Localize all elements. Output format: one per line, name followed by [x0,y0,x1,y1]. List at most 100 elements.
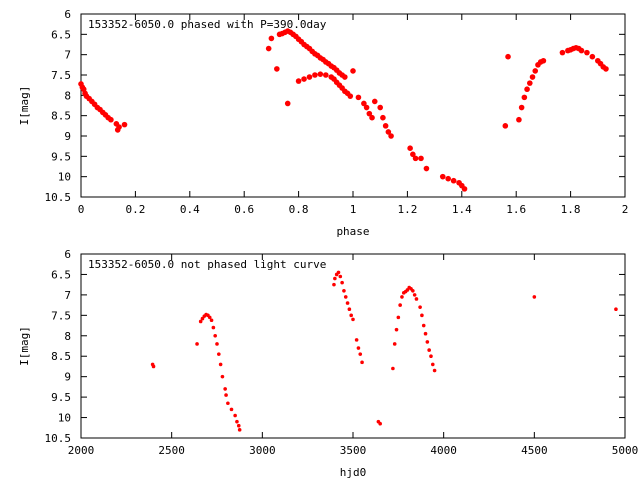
unphased-y-tick-label: 6 [64,248,71,261]
unphased-data-point [360,360,364,365]
phased-y-tick-label: 10.5 [45,191,72,204]
unphased-data-point [220,374,225,379]
unphased-data-point [209,318,214,323]
unphased-plot-x-axis-label: hjd0 [340,466,367,479]
unphased-data-point [211,325,216,330]
phased-data-point [388,133,394,139]
unphased-y-tick-label: 8.5 [51,350,71,363]
unphased-data-point [378,421,383,426]
phased-y-tick-label: 6.5 [51,28,71,41]
unphased-x-tick-label: 4000 [430,444,457,457]
phased-x-tick-label: 0 [78,203,85,216]
phased-x-tick-label: 0.4 [180,203,200,216]
phased-y-tick-label: 10 [58,171,71,184]
phased-data-point [323,72,329,78]
phased-data-point [521,94,528,101]
unphased-data-point [429,354,433,359]
unphased-data-point [423,331,428,336]
phased-data-point [284,100,291,107]
unphased-data-point [336,270,341,275]
phased-data-point [350,68,356,74]
phased-data-point [505,53,511,60]
phased-data-point [361,100,367,107]
phased-data-point [366,110,373,117]
phased-data-point [363,104,370,111]
unphased-data-point [224,393,228,397]
phased-x-tick-label: 0.6 [234,203,254,216]
unphased-data-point [394,327,399,332]
unphased-data-point [218,362,223,367]
phased-data-point [527,80,533,86]
unphased-y-tick-label: 6.5 [51,268,71,281]
phased-data-point [529,74,536,80]
unphased-plot-y-axis-label: I[mag] [18,326,31,366]
unphased-data-point [411,289,415,293]
phased-data-point [540,57,547,64]
unphased-y-tick-label: 10 [58,412,71,425]
unphased-y-tick-label: 9 [64,371,71,384]
unphased-data-point [430,362,435,367]
phased-data-point [589,53,596,60]
phased-data-point [412,155,419,162]
phased-x-tick-label: 1.2 [397,203,417,216]
unphased-data-point [342,289,346,293]
unphased-data-point [358,352,363,356]
phased-data-point [423,165,430,172]
phased-data-point [418,155,424,162]
phased-x-tick-label: 1 [350,203,357,216]
phased-data-point [355,94,362,101]
unphased-data-point [345,301,350,305]
unphased-data-point [151,364,156,369]
phased-data-point [410,151,416,158]
unphased-x-tick-label: 3500 [340,444,367,457]
phased-data-point [342,74,348,80]
phased-data-point [301,76,307,82]
phased-data-point [439,173,446,180]
unphased-data-point [217,352,221,356]
unphased-data-point [343,295,348,299]
unphased-data-point [418,305,422,309]
phased-data-point [369,114,375,121]
phased-x-tick-label: 1.6 [506,203,526,216]
phased-x-tick-label: 2 [622,203,629,216]
phased-plot-y-axis-label: I[mag] [18,86,31,126]
unphased-data-point [347,307,352,312]
phased-data-point [306,74,313,80]
phased-data-point [317,71,324,77]
unphased-x-tick-label: 3000 [249,444,276,457]
unphased-data-point [235,419,239,424]
unphased-data-point [195,342,199,346]
unphased-data-point [340,280,344,285]
unphased-y-tick-label: 9.5 [51,391,71,404]
unphased-y-tick-label: 8 [64,330,71,343]
unphased-data-point [412,293,417,297]
phased-x-tick-label: 0.8 [289,203,309,216]
phased-data-point [502,123,509,129]
unphased-data-point [237,428,242,432]
unphased-data-point [420,313,424,318]
phased-y-tick-label: 7 [64,49,71,62]
phased-data-point [382,123,389,129]
unphased-data-point [392,342,397,346]
phased-data-point [347,93,354,99]
unphased-data-point [198,319,203,324]
unphased-data-point [332,282,336,287]
phased-data-point [603,66,609,72]
unphased-data-point [226,401,230,406]
unphased-data-point [391,366,395,371]
phased-data-point [312,72,318,78]
unphased-data-point [414,297,419,301]
unphased-data-point [233,413,237,418]
unphased-data-point [532,295,537,299]
unphased-data-point [236,423,241,428]
unphased-y-tick-label: 7 [64,289,71,302]
phased-data-point [116,124,122,130]
phased-data-point [385,129,392,135]
phased-data-point [377,104,384,111]
phased-x-tick-label: 1.8 [561,203,581,216]
unphased-data-point [427,348,431,352]
phased-y-tick-label: 7.5 [51,69,71,82]
unphased-data-point [333,276,337,281]
phased-y-tick-label: 8 [64,89,71,102]
